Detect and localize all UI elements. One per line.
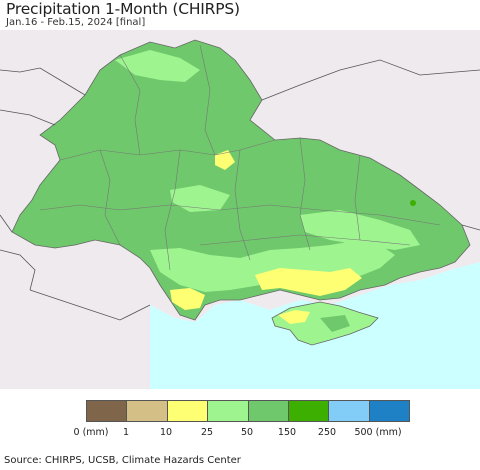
legend-swatch-7 [369, 401, 409, 421]
crimea-green [320, 315, 350, 332]
precipitation-legend [86, 400, 410, 422]
yellow-north [215, 150, 235, 170]
sea-of-azov [378, 290, 480, 330]
legend-label-1: 1 [122, 427, 130, 438]
legend-label-6: 250 [317, 427, 337, 438]
legend-label-0: 0 (mm) [73, 427, 109, 438]
country-borders [0, 59, 480, 321]
yellow-odesa [170, 288, 205, 310]
legend-label-3: 25 [200, 427, 214, 438]
crimea-yellow [278, 310, 310, 324]
light-green-north [115, 50, 200, 82]
light-green-central [170, 185, 230, 212]
yellow-south [255, 268, 362, 296]
legend-label-4: 50 [240, 427, 254, 438]
oblast-boundaries [39, 44, 441, 271]
legend-label-7: 500 (mm) [354, 427, 402, 438]
map-svg [0, 30, 480, 389]
legend-label-5: 150 [277, 427, 297, 438]
light-green-east [300, 210, 420, 250]
legend-swatch-6 [329, 401, 370, 421]
map-subtitle: Jan.16 - Feb.15, 2024 [final] [6, 17, 146, 28]
precipitation-map [0, 30, 480, 389]
source-credit: Source: CHIRPS, UCSB, Climate Hazards Ce… [4, 455, 241, 466]
legend-swatch-5 [288, 401, 330, 421]
legend-label-2: 10 [159, 427, 173, 438]
legend-swatch-4 [248, 401, 289, 421]
legend-swatch-2 [167, 401, 209, 421]
map-title: Precipitation 1-Month (CHIRPS) [6, 0, 240, 18]
legend-swatch-0 [87, 401, 128, 421]
legend-swatch-1 [127, 401, 168, 421]
legend-swatch-3 [208, 401, 249, 421]
dark-green-spot [410, 200, 416, 206]
